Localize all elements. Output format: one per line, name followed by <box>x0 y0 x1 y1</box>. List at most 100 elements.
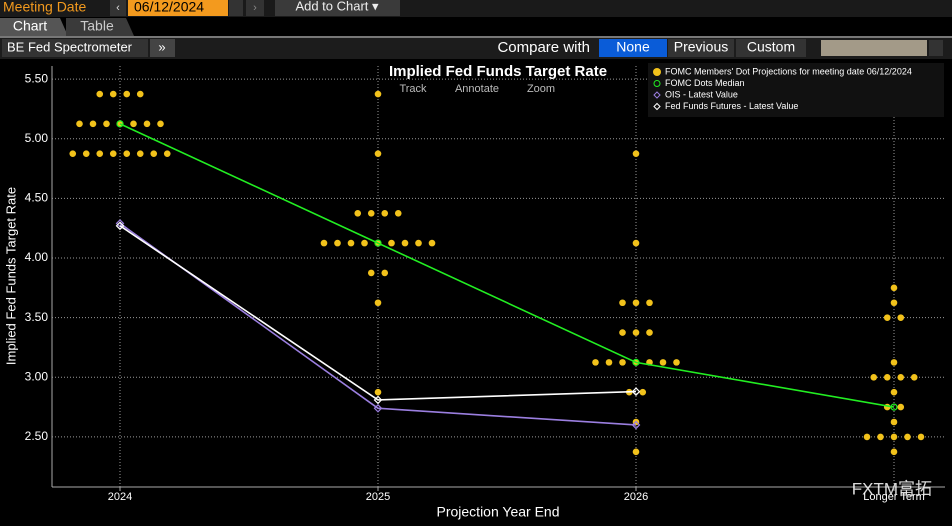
tab-chart[interactable] <box>0 18 68 36</box>
dot <box>374 90 382 98</box>
compare-none[interactable] <box>599 39 667 57</box>
dot <box>673 359 680 366</box>
tool-track[interactable]: Track <box>399 83 427 95</box>
y-tick-label: 3.50 <box>25 310 49 324</box>
legend-marker <box>653 102 661 111</box>
dot <box>347 239 355 247</box>
dot <box>415 239 422 247</box>
dot <box>157 120 164 128</box>
dot <box>96 150 104 157</box>
function-name: BE Fed Spectrometer <box>7 39 133 54</box>
dot <box>320 239 328 247</box>
compare-custom[interactable] <box>736 39 806 57</box>
add-label: Add to Chart ▾ <box>295 0 379 13</box>
tool-annotate[interactable]: Annotate <box>455 83 499 95</box>
dot <box>401 239 409 247</box>
dot <box>883 373 891 381</box>
custom-input[interactable] <box>821 40 927 56</box>
dot <box>870 373 878 381</box>
dot <box>910 373 918 381</box>
marker <box>115 219 125 228</box>
y-axis-label: Implied Fed Funds Target Rate <box>3 187 18 365</box>
legend-label: Fed Funds Futures - Latest Value <box>665 101 798 111</box>
dot <box>394 209 402 217</box>
dot <box>103 120 110 128</box>
compare-option: Previous <box>674 39 728 55</box>
x-tick-label: 2024 <box>108 491 132 503</box>
dot <box>917 433 925 441</box>
dot <box>109 90 117 98</box>
dot <box>592 359 599 366</box>
legend-marker <box>653 91 661 99</box>
legend <box>648 63 944 117</box>
dot <box>632 448 640 456</box>
dot <box>632 239 640 247</box>
dot <box>374 299 382 307</box>
dot <box>646 329 653 336</box>
marker <box>632 358 640 366</box>
compare-option: None <box>616 39 650 55</box>
marker <box>116 120 124 128</box>
dot <box>632 150 640 157</box>
dot <box>123 150 131 157</box>
prev-button[interactable] <box>110 0 126 16</box>
dot <box>619 329 626 336</box>
dot <box>890 284 898 292</box>
dot <box>76 120 83 128</box>
dot <box>143 120 151 128</box>
dot <box>897 314 905 321</box>
tool-zoom[interactable]: Zoom <box>527 83 555 95</box>
date-box[interactable] <box>128 0 228 16</box>
dot <box>388 239 395 247</box>
tab-label: Table <box>80 18 114 34</box>
y-tick-label: 4.50 <box>25 191 49 205</box>
compare-option: Custom <box>747 39 795 55</box>
dot <box>130 120 137 128</box>
dot <box>632 299 640 307</box>
marker <box>631 387 641 396</box>
y-tick-label: 2.50 <box>25 429 49 443</box>
dot <box>890 418 898 426</box>
y-tick-label: 4.00 <box>25 250 49 264</box>
dot <box>619 299 626 307</box>
watermark: FXTM富拓 <box>852 479 932 498</box>
dot <box>150 150 158 157</box>
marker <box>115 221 125 231</box>
dot <box>605 359 613 366</box>
dot <box>659 359 667 366</box>
y-tick-label: 5.00 <box>25 131 49 145</box>
legend-label: OIS - Latest Value <box>665 89 738 99</box>
dot <box>639 388 647 396</box>
dot <box>374 150 382 157</box>
series-line <box>119 222 637 426</box>
next-arrow: › <box>253 2 257 14</box>
dot <box>619 359 626 366</box>
legend-label: FOMC Dots Median <box>665 78 745 88</box>
custom-dropdown[interactable] <box>929 40 943 56</box>
x-tick-label: 2025 <box>366 491 390 503</box>
next-button[interactable] <box>246 0 264 16</box>
marker <box>631 420 641 430</box>
x-tick-label: 2026 <box>624 491 648 503</box>
dot <box>428 239 436 247</box>
x-tick-label: Longer Term <box>863 491 925 503</box>
add-button[interactable] <box>275 0 400 16</box>
dot <box>374 388 382 396</box>
dot <box>877 433 884 441</box>
expand-button[interactable] <box>150 39 175 57</box>
dot <box>163 150 171 157</box>
dot <box>890 299 898 307</box>
function-box <box>2 39 148 57</box>
dot <box>863 433 871 441</box>
tab-table[interactable] <box>66 18 134 36</box>
compare-previous[interactable] <box>668 39 734 57</box>
chart-title: Implied Fed Funds Target Rate <box>389 63 607 80</box>
y-tick-label: 3.00 <box>25 369 49 383</box>
expand-icon: » <box>158 39 165 54</box>
dot <box>69 150 77 157</box>
dot <box>334 239 341 247</box>
meeting-label: Meeting Date <box>3 0 86 15</box>
dot <box>367 209 375 217</box>
dot <box>890 448 898 456</box>
date-dropdown[interactable] <box>229 0 243 16</box>
